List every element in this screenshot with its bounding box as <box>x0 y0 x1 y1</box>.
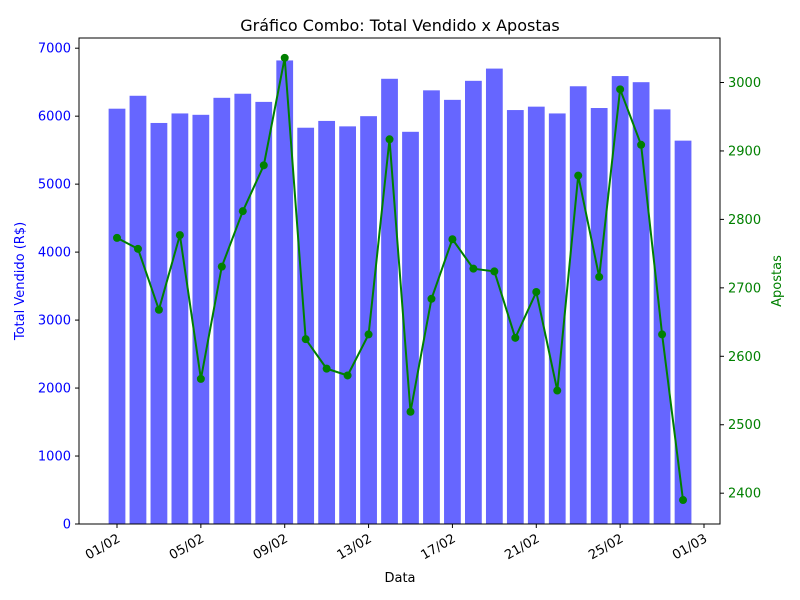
bar-21 <box>527 106 545 525</box>
x-axis: 01/02 05/02 09/02 13/02 17/02 21/02 25/02 01/03 <box>83 524 710 563</box>
y-right-tick-label-6: 2900 <box>728 144 761 159</box>
bar-5 <box>192 114 210 524</box>
apostas-point-12 <box>343 371 352 380</box>
apostas-point-8 <box>259 161 268 170</box>
apostas-point-16 <box>427 294 436 303</box>
bar-12 <box>339 126 356 524</box>
y-left-axis-label: Total Vendido (R$) <box>13 222 28 341</box>
bar-7 <box>234 93 252 524</box>
y-left-tick-label-4: 3000 <box>38 314 71 329</box>
x-tick-label-1: 01/02 <box>83 531 123 563</box>
bar-8 <box>255 101 273 524</box>
x-tick-label-7: 25/02 <box>586 531 626 563</box>
apostas-point-21 <box>532 287 541 296</box>
apostas-point-15 <box>406 407 415 416</box>
x-tick-label-3: 09/02 <box>251 531 291 563</box>
x-tick-label-8: 01/03 <box>670 531 710 563</box>
apostas-point-10 <box>301 335 310 344</box>
y-right-axis: 2400 2500 2600 2700 2800 2900 3000 <box>720 76 761 502</box>
bar-1 <box>108 108 126 524</box>
apostas-point-11 <box>322 364 331 373</box>
y-right-axis-label: Apostas <box>770 255 785 307</box>
bar-3 <box>150 122 168 525</box>
bars-layer <box>108 60 692 525</box>
apostas-point-26 <box>637 140 646 149</box>
apostas-point-2 <box>133 244 142 253</box>
y-left-tick-label-5: 4000 <box>38 246 71 261</box>
bar-27 <box>653 109 671 524</box>
bar-2 <box>129 95 147 525</box>
y-left-tick-label-3: 2000 <box>38 382 71 397</box>
apostas-point-4 <box>175 231 184 240</box>
y-left-axis: 0 1000 2000 3000 4000 5000 6000 7000 <box>38 42 79 533</box>
bar-23 <box>569 86 587 525</box>
y-right-tick-label-7: 3000 <box>728 76 761 91</box>
bar-18 <box>465 80 482 524</box>
apostas-point-7 <box>238 207 247 216</box>
bar-4 <box>171 113 189 525</box>
apostas-point-6 <box>217 262 226 271</box>
plot-frame <box>78 37 721 525</box>
y-right-tick-label-3: 2600 <box>728 350 761 365</box>
y-right-tick-label-1: 2400 <box>728 487 761 502</box>
y-right-tick-label-4: 2700 <box>728 281 761 296</box>
chart-title: Gráfico Combo: Total Vendido x Apostas <box>240 16 559 35</box>
bar-20 <box>506 110 524 524</box>
apostas-point-28 <box>679 496 688 505</box>
bar-13 <box>360 116 377 524</box>
apostas-point-22 <box>553 386 562 395</box>
apostas-point-27 <box>658 330 667 339</box>
x-tick-label-2: 05/02 <box>167 531 207 563</box>
apostas-line <box>116 57 684 501</box>
bar-17 <box>444 99 461 524</box>
bar-19 <box>485 68 503 525</box>
bar-16 <box>423 90 440 524</box>
bar-15 <box>402 131 419 524</box>
bar-28 <box>674 140 692 524</box>
apostas-point-23 <box>574 171 583 180</box>
bar-26 <box>632 82 650 524</box>
y-left-tick-label-8: 7000 <box>38 42 71 57</box>
x-tick-label-6: 21/02 <box>502 531 542 563</box>
y-left-tick-label-7: 6000 <box>38 110 71 125</box>
y-right-tick-label-5: 2800 <box>728 213 761 228</box>
apostas-point-18 <box>469 264 478 273</box>
bar-9 <box>276 60 294 524</box>
apostas-point-5 <box>196 374 205 383</box>
apostas-point-25 <box>616 85 625 94</box>
bar-6 <box>213 97 231 525</box>
bar-24 <box>590 108 608 524</box>
x-tick-label-4: 13/02 <box>335 531 375 563</box>
apostas-point-19 <box>490 267 499 276</box>
apostas-point-9 <box>280 53 289 62</box>
apostas-point-13 <box>364 330 373 339</box>
apostas-point-1 <box>113 233 121 242</box>
apostas-point-3 <box>154 305 163 314</box>
apostas-point-14 <box>385 135 394 144</box>
bar-22 <box>548 113 566 525</box>
line-layer <box>113 53 688 505</box>
apostas-point-17 <box>448 235 457 244</box>
bar-25 <box>611 76 629 525</box>
y-left-tick-label-1: 0 <box>63 518 71 533</box>
apostas-point-20 <box>511 333 520 342</box>
apostas-point-24 <box>595 272 604 281</box>
bar-11 <box>318 120 336 524</box>
x-tick-label-5: 17/02 <box>418 531 458 563</box>
x-axis-label: Data <box>384 571 415 586</box>
y-right-tick-label-2: 2500 <box>728 418 761 433</box>
y-left-tick-label-2: 1000 <box>38 450 71 465</box>
y-left-tick-label-6: 5000 <box>38 178 71 193</box>
